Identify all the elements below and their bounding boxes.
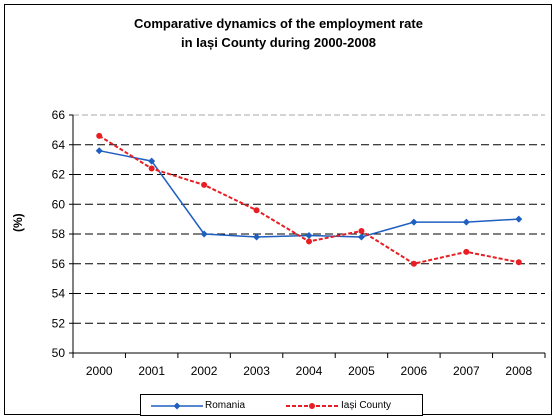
data-point	[515, 259, 522, 266]
data-point	[306, 238, 312, 245]
y-tick-label-52: 52	[52, 316, 66, 330]
data-point	[515, 215, 523, 223]
data-point	[253, 233, 261, 241]
series-line-romania	[99, 149, 519, 238]
x-tick-labels: 2000 2001 2002 2003 2004 2005 2006 2007 2008	[86, 364, 533, 378]
data-point	[96, 132, 103, 139]
data-point	[358, 228, 365, 235]
data-point	[463, 248, 470, 255]
axes	[69, 114, 546, 358]
x-tick-label-2006: 2006	[401, 364, 428, 378]
legend-swatches	[151, 402, 338, 410]
chart-title-block: Comparative dynamics of the employment r…	[0, 14, 557, 52]
x-tick-label-2003: 2003	[243, 364, 270, 378]
y-tick-label-60: 60	[52, 197, 66, 211]
y-tick-label-66: 66	[52, 108, 66, 122]
y-tick-label-62: 62	[52, 168, 66, 182]
y-tick-label-54: 54	[52, 287, 66, 301]
y-tick-label-56: 56	[52, 257, 66, 271]
data-point	[95, 147, 103, 155]
data-point	[410, 260, 417, 267]
y-tick-label-58: 58	[52, 227, 66, 241]
legend-label-romania: Romania	[205, 400, 246, 411]
x-tick-label-2002: 2002	[191, 364, 218, 378]
data-point	[410, 218, 418, 226]
gridlines	[73, 114, 545, 324]
series-romania	[95, 147, 523, 241]
y-tick-label-64: 64	[52, 138, 66, 152]
data-point	[357, 233, 365, 241]
y-tick-label-50: 50	[52, 346, 66, 360]
legend-label-iasi: Iași County	[341, 400, 392, 411]
legend-swatch-iasi	[286, 403, 338, 409]
x-tick-label-2005: 2005	[348, 364, 375, 378]
y-tick-labels: 50 52 54 56 58 60 62 64 66	[52, 108, 66, 360]
x-tick-label-2008: 2008	[505, 364, 532, 378]
data-point	[148, 165, 155, 172]
x-tick-label-2007: 2007	[453, 364, 480, 378]
legend: Romania Iași County	[140, 394, 423, 416]
data-point	[201, 181, 208, 188]
data-point	[253, 207, 260, 214]
legend-swatch-romania	[151, 402, 203, 410]
chart-title: Comparative dynamics of the employment r…	[134, 16, 423, 31]
x-tick-label-2004: 2004	[296, 364, 323, 378]
legend-marker-romania	[173, 402, 181, 410]
data-point	[462, 218, 470, 226]
data-point	[148, 157, 156, 165]
series-iasi-county	[96, 132, 522, 267]
x-tick-label-2000: 2000	[86, 364, 113, 378]
legend-marker-iasi	[309, 403, 315, 409]
series-layer	[95, 132, 523, 267]
data-point	[200, 230, 208, 238]
series-line-iasi-county	[98, 134, 519, 265]
chart-subtitle: in Iași County during 2000-2008	[180, 35, 377, 50]
chart-frame	[4, 4, 552, 415]
data-point	[305, 231, 313, 239]
x-tick-label-2001: 2001	[138, 364, 165, 378]
